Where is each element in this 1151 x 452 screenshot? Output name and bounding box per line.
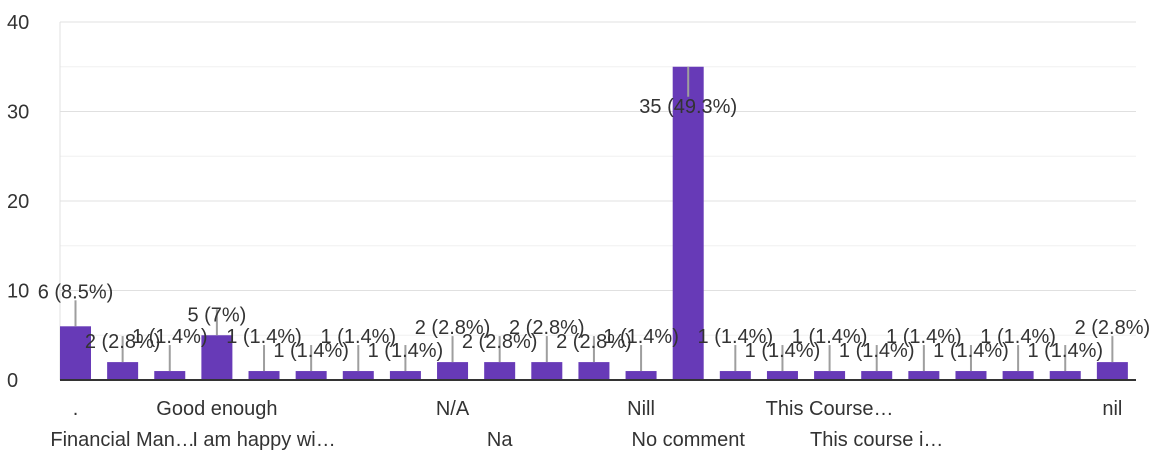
bar: [248, 371, 280, 380]
bar: [531, 362, 563, 380]
data-labels: 6 (8.5%)2 (2.8%)1 (1.4%)5 (7%)1 (1.4%)1 …: [38, 66, 1151, 372]
bar: [389, 371, 421, 380]
bar: [625, 371, 657, 380]
bar: [766, 371, 798, 380]
y-axis-ticks: 0 10 20 30 40: [7, 12, 29, 392]
y-tick-label: 10: [7, 281, 29, 303]
x-category-label: Financial Man…: [50, 429, 195, 451]
data-label: 2 (2.8%): [415, 317, 491, 339]
bar: [1096, 362, 1128, 380]
y-tick-label: 0: [7, 370, 18, 392]
x-category-label: I am happy wi…: [192, 429, 335, 451]
x-category-label: nil: [1102, 398, 1122, 420]
data-label: 1 (1.4%): [603, 326, 679, 348]
data-label: 1 (1.4%): [886, 326, 962, 348]
data-label: 1 (1.4%): [368, 340, 444, 362]
data-label: 2 (2.8%): [85, 331, 161, 353]
x-category-label: N/A: [436, 398, 470, 420]
x-category-label: Nill: [627, 398, 655, 420]
data-label: 1 (1.4%): [839, 340, 915, 362]
data-label: 1 (1.4%): [698, 326, 774, 348]
bar: [955, 371, 987, 380]
x-axis-labels: . Financial Man… Good enough I am happy wi……: [50, 398, 1122, 451]
bar: [484, 362, 516, 380]
x-category-label: Na: [487, 429, 513, 451]
bar: [201, 335, 233, 380]
data-label: 1 (1.4%): [273, 340, 349, 362]
y-tick-label: 30: [7, 102, 29, 124]
data-label: 5 (7%): [187, 304, 246, 326]
bar: [437, 362, 469, 380]
bar: [672, 66, 704, 380]
bar: [154, 371, 186, 380]
gridlines: [59, 21, 1136, 380]
data-label: 6 (8.5%): [38, 281, 114, 303]
data-label: 35 (49.3%): [639, 96, 737, 118]
bar: [1049, 371, 1081, 380]
bar: [295, 371, 327, 380]
bar: [342, 371, 374, 380]
bar: [578, 362, 610, 380]
data-label: 2 (2.8%): [462, 331, 538, 353]
data-label: 1 (1.4%): [226, 326, 302, 348]
data-label: 1 (1.4%): [132, 326, 208, 348]
x-category-label: This Course…: [766, 398, 894, 420]
data-label: 1 (1.4%): [933, 340, 1009, 362]
x-category-label: This course i…: [810, 429, 943, 451]
data-label: 2 (2.8%): [1075, 317, 1151, 339]
data-label: 2 (2.8%): [556, 331, 632, 353]
y-tick-label: 40: [7, 12, 29, 34]
data-label: 1 (1.4%): [320, 326, 396, 348]
bar: [719, 371, 751, 380]
data-label: 1 (1.4%): [1027, 340, 1103, 362]
bar: [861, 371, 893, 380]
data-label: 1 (1.4%): [980, 326, 1056, 348]
bar: [1002, 371, 1034, 380]
x-category-label: No comment: [632, 429, 746, 451]
y-tick-label: 20: [7, 191, 29, 213]
bar: [60, 326, 91, 380]
x-category-label: Good enough: [156, 398, 277, 420]
bar: [908, 371, 940, 380]
data-label: 1 (1.4%): [792, 326, 868, 348]
bar: [814, 371, 846, 380]
data-label: 1 (1.4%): [745, 340, 821, 362]
bars: [60, 66, 1128, 380]
data-label: 2 (2.8%): [509, 317, 585, 339]
bar: [107, 362, 139, 380]
x-category-label: .: [73, 398, 79, 420]
